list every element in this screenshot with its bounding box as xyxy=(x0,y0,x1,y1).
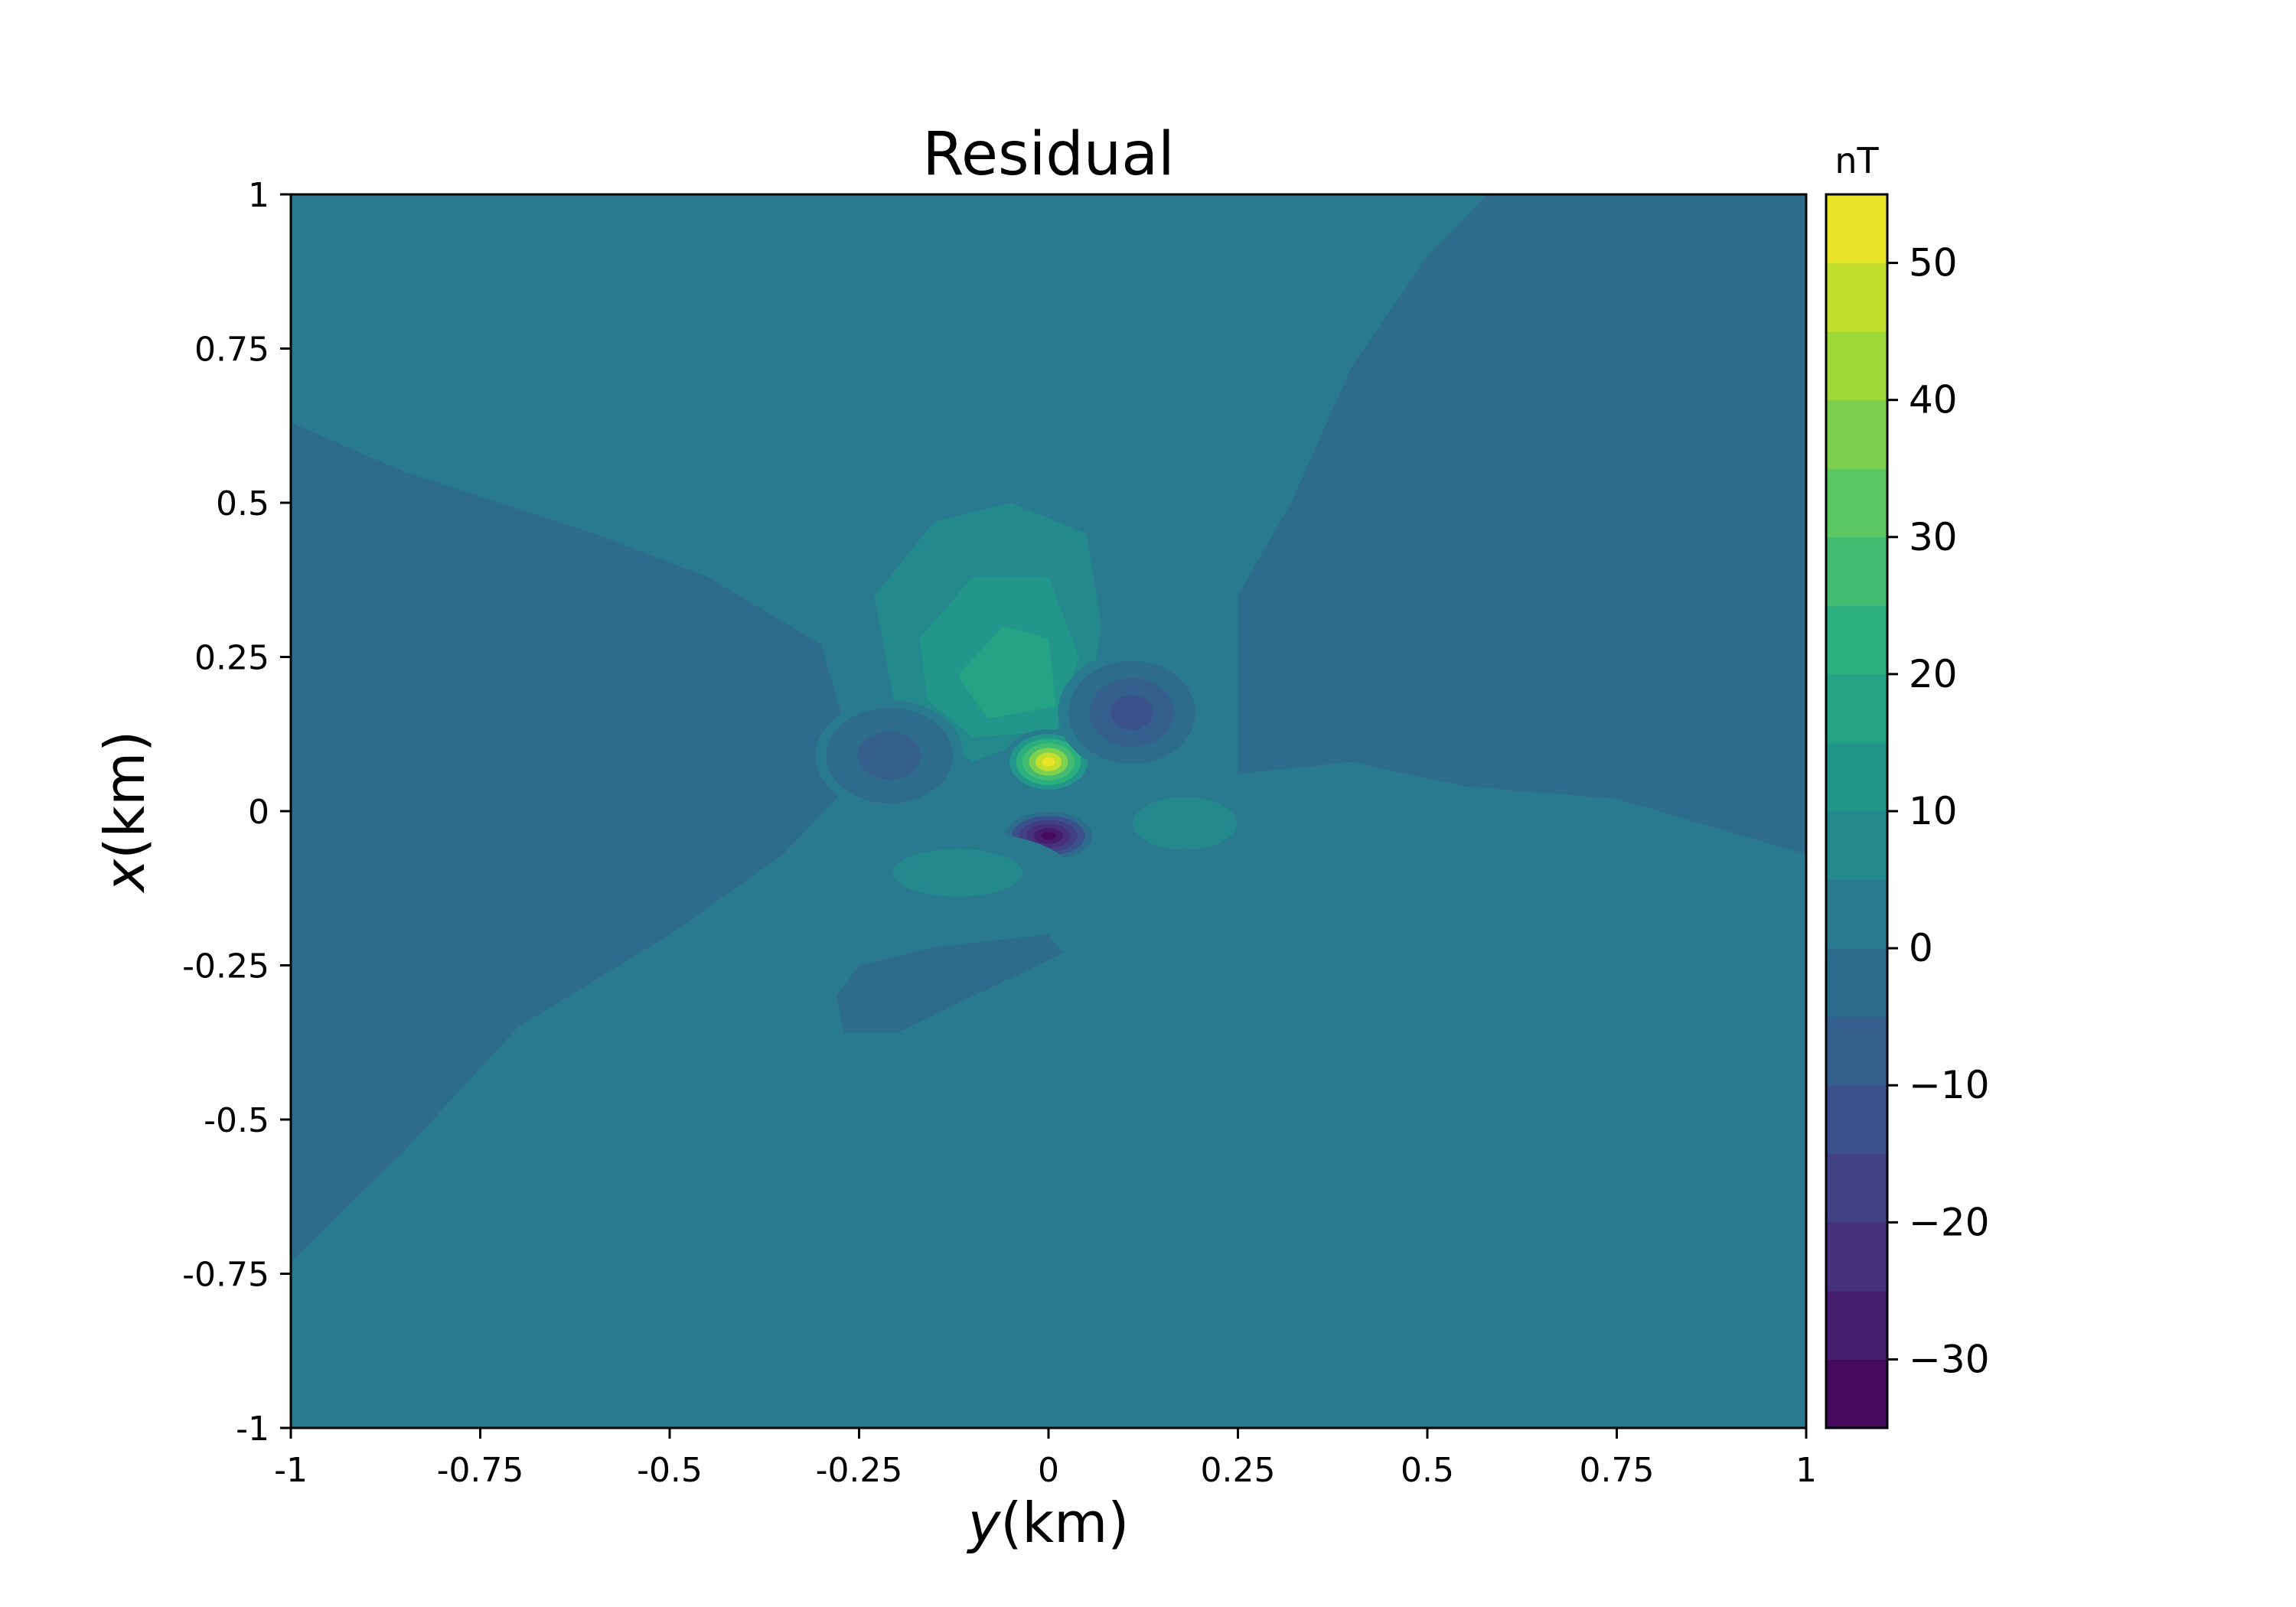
y-tick-label: 0 xyxy=(248,793,269,832)
colorbar: 50 40 30 20 10 0 −10 −20 −30 xyxy=(1826,194,1990,1429)
colorbar-tick-label: −20 xyxy=(1909,1200,1990,1244)
contour-region-5 xyxy=(957,626,1056,719)
x-axis: -1 -0.75 -0.5 -0.25 0 0.25 0.5 0.75 1 xyxy=(274,1428,1817,1490)
colorbar-band xyxy=(1826,1085,1887,1155)
colorbar-band xyxy=(1826,879,1887,949)
y-tick-label: -0.5 xyxy=(204,1101,269,1140)
colorbar-band xyxy=(1826,194,1887,264)
chart-title: Residual xyxy=(922,120,1174,189)
y-axis-title: x(km) xyxy=(93,731,157,894)
colorbar-band xyxy=(1826,1359,1887,1429)
colorbar-tick-label: −30 xyxy=(1909,1337,1990,1381)
colorbar-band xyxy=(1826,262,1887,332)
colorbar-unit-label: nT xyxy=(1835,140,1879,181)
x-tick-label: -1 xyxy=(274,1451,308,1490)
y-tick-label: -0.25 xyxy=(182,947,269,986)
y-tick-label: 0.75 xyxy=(194,331,269,370)
y-tick-label: -1 xyxy=(236,1410,269,1449)
colorbar-band xyxy=(1826,605,1887,675)
colorbar-band xyxy=(1826,468,1887,538)
colorbar-band xyxy=(1826,1016,1887,1086)
colorbar-band xyxy=(1826,399,1887,469)
contour-anomaly-10 xyxy=(1094,777,1276,870)
contour-band-10-6 xyxy=(1172,817,1199,830)
x-axis-title-unit: (km) xyxy=(1000,1491,1129,1555)
x-tick-label: -0.25 xyxy=(816,1451,903,1490)
x-tick-label: 0 xyxy=(1038,1451,1059,1490)
y-axis-title-unit: (km) xyxy=(93,731,157,859)
colorbar-tick-label: 30 xyxy=(1909,515,1958,559)
colorbar-tick-label: 0 xyxy=(1909,926,1933,970)
contour-anomaly-11 xyxy=(843,831,1071,915)
y-tick-label: -0.75 xyxy=(182,1256,269,1295)
y-tick-label: 0.5 xyxy=(216,484,269,523)
plot-area xyxy=(291,194,1806,1428)
colorbar-band xyxy=(1826,742,1887,812)
contour-band-11-6 xyxy=(941,866,974,879)
colorbar-tick-label: −10 xyxy=(1909,1063,1990,1107)
x-axis-title: y(km) xyxy=(967,1491,1130,1555)
x-tick-label: -0.75 xyxy=(437,1451,524,1490)
contour-band-8-6 xyxy=(879,748,900,764)
contour-band-7-6 xyxy=(1041,832,1056,840)
contour-band-6-6 xyxy=(1042,757,1055,767)
colorbar-band xyxy=(1826,948,1887,1018)
y-axis-title-symbol: x xyxy=(93,858,157,893)
x-tick-label: 1 xyxy=(1795,1451,1817,1490)
x-tick-label: 0.75 xyxy=(1580,1451,1655,1490)
y-tick-label: 1 xyxy=(248,176,269,215)
contour-anomaly-9 xyxy=(1058,652,1206,773)
contour-anomaly-8 xyxy=(815,699,964,811)
y-axis: 1 0.75 0.5 0.25 0 -0.25 -0.5 -0.75 -1 xyxy=(182,176,291,1449)
colorbar-band xyxy=(1826,1153,1887,1223)
x-tick-label: 0.5 xyxy=(1401,1451,1454,1490)
colorbar-tick-label: 20 xyxy=(1909,652,1958,696)
colorbar-frame xyxy=(1825,193,1889,1429)
contour-band-9-6 xyxy=(1121,703,1143,722)
contour-region-0 xyxy=(291,422,859,1262)
colorbar-tick-label: 40 xyxy=(1909,378,1958,422)
contour-region-1 xyxy=(1238,194,1806,855)
contour-region-2 xyxy=(836,934,1064,1034)
colorbar-tick-label: 10 xyxy=(1909,789,1958,833)
colorbar-band xyxy=(1826,1222,1887,1292)
colorbar-band xyxy=(1826,536,1887,606)
x-tick-label: 0.25 xyxy=(1201,1451,1276,1490)
colorbar-tick-label: 50 xyxy=(1909,241,1958,285)
x-axis-title-symbol: y xyxy=(967,1491,1002,1555)
y-tick-label: 0.25 xyxy=(194,639,269,678)
colorbar-band xyxy=(1826,811,1887,881)
colorbar-band xyxy=(1826,673,1887,743)
colorbar-band xyxy=(1826,331,1887,401)
colorbar-band xyxy=(1826,1290,1887,1360)
x-tick-label: -0.5 xyxy=(637,1451,703,1490)
